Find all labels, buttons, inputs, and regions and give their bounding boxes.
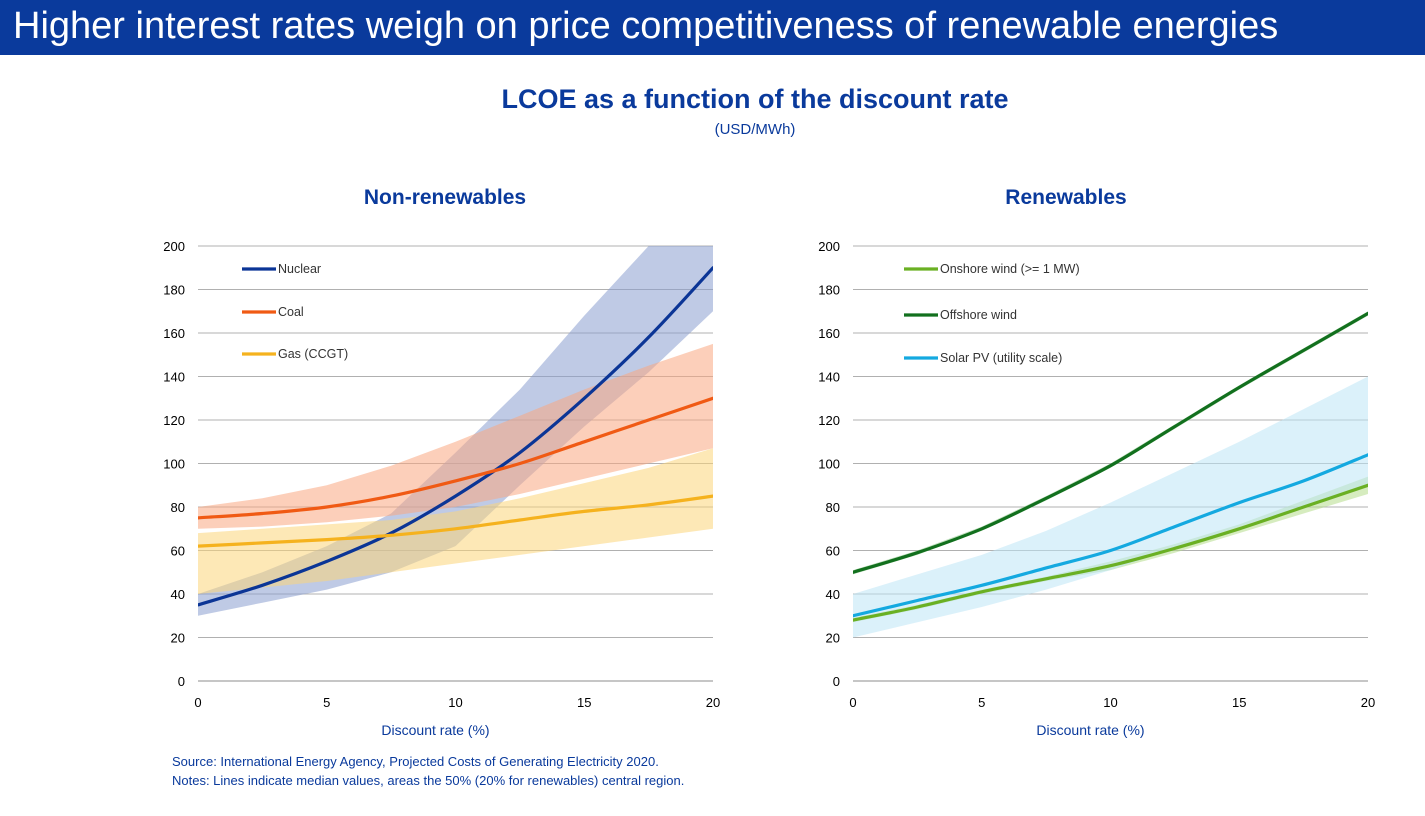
y-tick-label: 80 [171, 500, 185, 515]
x-tick-label: 5 [978, 695, 985, 710]
band-nuclear [198, 246, 713, 616]
line-onshore-wind-1-mw- [853, 483, 1368, 622]
legend-label: Coal [278, 305, 304, 319]
x-tick-label: 20 [1361, 695, 1375, 710]
x-axis-label: Discount rate (%) [381, 722, 489, 738]
chart-title-renewables: Renewables [1005, 186, 1127, 209]
y-tick-label: 20 [826, 631, 840, 646]
legend-label: Gas (CCGT) [278, 347, 348, 361]
legend-label: Nuclear [278, 262, 321, 276]
legend-label: Solar PV (utility scale) [940, 351, 1062, 365]
line-nuclear [198, 266, 713, 607]
x-tick-label: 15 [1232, 695, 1246, 710]
y-tick-label: 100 [163, 457, 185, 472]
legend-label: Onshore wind (>= 1 MW) [940, 262, 1080, 276]
chart-renewables: 0 20 40 60 80 100 120 140 160 180 200 0 5 10 15 20 Disco… [818, 239, 1375, 738]
x-tick-label: 15 [577, 695, 591, 710]
figure-subtitle: (USD/MWh) [714, 121, 796, 138]
slide-title: Higher interest rates weigh on price com… [13, 5, 1279, 47]
line-solar-pv-utility-scale- [853, 453, 1368, 618]
y-tick-label: 0 [833, 674, 840, 689]
x-tick-label: 20 [706, 695, 720, 710]
x-tick-label: 5 [323, 695, 330, 710]
x-tick-label: 0 [194, 695, 201, 710]
y-tick-label: 180 [163, 283, 185, 298]
y-tick-label: 60 [171, 544, 185, 559]
chart-non-renewables: 0 20 40 60 80 100 120 140 160 180 200 0 5 10 15 20 Disco… [163, 239, 720, 738]
source-note: Source: International Energy Agency, Pro… [172, 754, 659, 769]
figure-title: LCOE as a function of the discount rate [501, 84, 1009, 114]
y-tick-label: 200 [163, 239, 185, 254]
title-banner: Higher interest rates weigh on price com… [0, 0, 1425, 55]
line-coal [198, 396, 713, 520]
y-tick-label: 20 [171, 631, 185, 646]
x-tick-label: 0 [849, 695, 856, 710]
y-tick-label: 200 [818, 239, 840, 254]
notes-note: Notes: Lines indicate median values, are… [172, 773, 685, 788]
x-tick-label: 10 [1103, 695, 1117, 710]
legend-label: Offshore wind [940, 308, 1017, 322]
y-tick-label: 160 [163, 326, 185, 341]
line-offshore-wind [853, 311, 1368, 574]
y-tick-label: 40 [826, 587, 840, 602]
band-gas-ccgt- [198, 448, 713, 594]
y-tick-label: 180 [818, 283, 840, 298]
x-tick-label: 10 [448, 695, 462, 710]
y-tick-label: 140 [163, 370, 185, 385]
y-tick-label: 60 [826, 544, 840, 559]
y-tick-label: 120 [163, 413, 185, 428]
band-solar-pv-utility-scale- [853, 376, 1368, 638]
y-tick-label: 100 [818, 457, 840, 472]
y-tick-label: 0 [178, 674, 185, 689]
line-gas-ccgt- [198, 494, 713, 548]
band-coal [198, 343, 713, 529]
y-tick-label: 140 [818, 370, 840, 385]
y-tick-label: 160 [818, 326, 840, 341]
y-tick-label: 80 [826, 500, 840, 515]
x-axis-label: Discount rate (%) [1036, 722, 1144, 738]
y-tick-label: 120 [818, 413, 840, 428]
y-tick-label: 40 [171, 587, 185, 602]
chart-title-non-renewables: Non-renewables [363, 186, 527, 209]
